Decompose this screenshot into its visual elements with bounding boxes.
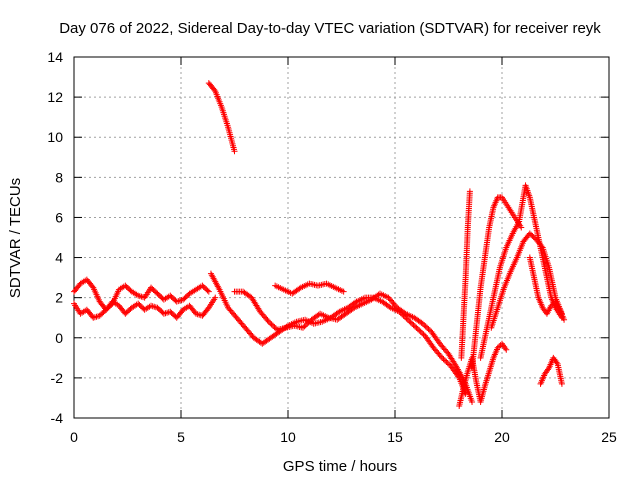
plus-mark [401, 309, 408, 316]
series-track-g [456, 340, 510, 409]
series-track-l [526, 254, 568, 323]
plus-mark [422, 323, 429, 330]
plus-mark [349, 305, 356, 312]
plus-mark [205, 288, 212, 295]
plus-mark [439, 354, 446, 361]
plus-mark [299, 324, 306, 331]
plus-mark [89, 283, 96, 290]
y-tick-label: 12 [47, 89, 63, 105]
series-track-m [537, 354, 565, 387]
plus-mark [421, 322, 428, 329]
data-marks [71, 80, 568, 409]
series-track-k [488, 230, 565, 331]
y-tick-label: 10 [47, 129, 63, 145]
series-track-b [71, 294, 219, 321]
plus-mark [549, 301, 556, 308]
plus-mark [425, 326, 432, 333]
x-axis-label: GPS time / hours [283, 458, 397, 475]
x-tick-label: 15 [387, 429, 403, 445]
plus-mark [410, 322, 417, 329]
plus-mark [407, 319, 414, 326]
plus-mark [558, 380, 565, 387]
y-tick-label: 4 [55, 250, 63, 266]
plus-mark [419, 320, 426, 327]
series-track-h [458, 188, 473, 361]
plus-mark [403, 315, 410, 322]
x-tick-label: 10 [280, 429, 296, 445]
y-tick-labels: -4 -2 0 2 4 6 8 10 12 14 [47, 49, 63, 426]
plus-mark [302, 322, 309, 329]
plus-mark [271, 324, 278, 331]
plus-mark [340, 288, 347, 295]
series-track-e [205, 80, 238, 155]
x-tick-label: 20 [494, 429, 510, 445]
plus-mark [304, 320, 311, 327]
y-axis-label: SDTVAR / TECUs [7, 178, 24, 298]
y-tick-label: 14 [47, 49, 63, 65]
plus-mark [466, 188, 473, 195]
plus-mark [469, 398, 476, 405]
plus-mark [406, 318, 413, 325]
plus-mark [503, 346, 510, 353]
plus-mark [231, 148, 238, 155]
series-track-d [231, 288, 476, 405]
plus-mark [270, 322, 277, 329]
plus-mark [494, 344, 501, 351]
y-tick-label: -4 [51, 410, 64, 426]
y-tick-label: 6 [55, 209, 63, 225]
plus-mark [265, 318, 272, 325]
plus-mark [437, 353, 444, 360]
plus-mark [301, 323, 308, 330]
plus-mark [296, 285, 303, 292]
series-track-f [272, 280, 347, 297]
plus-mark [334, 309, 341, 316]
series-track-c [207, 270, 469, 397]
plus-mark [419, 330, 426, 337]
plus-mark [268, 321, 275, 328]
plus-mark [414, 326, 421, 333]
series-track-a [71, 276, 212, 313]
plus-mark [424, 324, 431, 331]
y-tick-label: -2 [51, 370, 64, 386]
plus-mark [440, 356, 447, 363]
plus-mark [441, 357, 448, 364]
plus-mark [518, 224, 525, 231]
plus-mark [538, 243, 545, 250]
plus-mark [417, 328, 424, 335]
plus-mark [548, 302, 555, 309]
x-tick-label: 5 [177, 429, 185, 445]
plus-mark [211, 86, 218, 93]
plus-mark [204, 306, 211, 313]
plus-mark [352, 299, 359, 306]
plus-mark [204, 287, 211, 294]
plus-mark [305, 319, 312, 326]
plus-mark [409, 320, 416, 327]
plus-mark [267, 320, 274, 327]
plus-mark [413, 324, 420, 331]
plus-mark [386, 303, 393, 310]
x-tick-labels: 0 5 10 15 20 25 [70, 429, 617, 445]
plus-mark [444, 360, 451, 367]
plus-mark [561, 316, 568, 323]
plus-mark [404, 316, 411, 323]
chart-title: Day 076 of 2022, Sidereal Day-to-day VTE… [59, 20, 601, 37]
plus-mark [411, 323, 418, 330]
plus-mark [416, 327, 423, 334]
plot-frame [73, 56, 610, 419]
plus-mark [272, 325, 279, 332]
tick-marks [73, 56, 610, 419]
y-tick-label: 8 [55, 169, 63, 185]
x-tick-label: 25 [601, 429, 617, 445]
plus-mark [264, 317, 271, 324]
plus-mark [212, 294, 219, 301]
plus-mark [443, 358, 450, 365]
y-tick-label: 2 [55, 290, 63, 306]
y-tick-label: 0 [55, 330, 63, 346]
x-tick-label: 0 [70, 429, 78, 445]
